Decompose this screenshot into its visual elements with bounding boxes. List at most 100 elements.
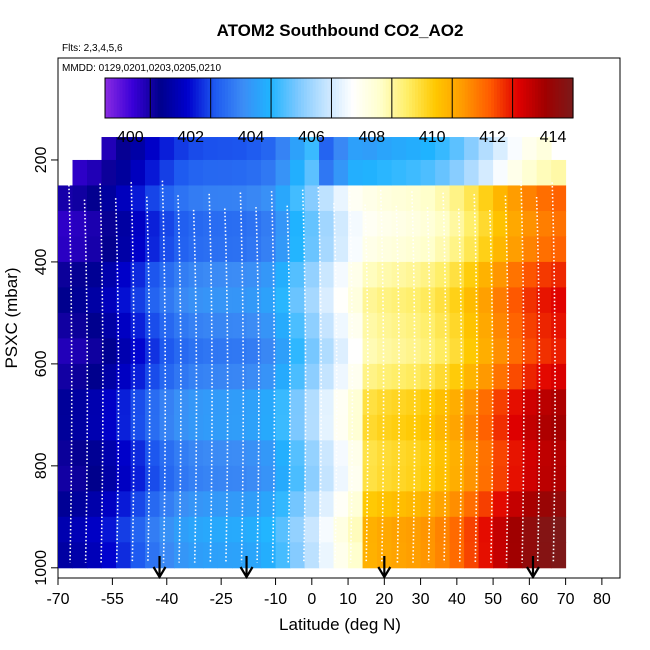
colorbar-segment [464, 78, 469, 118]
heatmap-cell [261, 261, 277, 288]
heatmap-cell [116, 363, 132, 390]
heatmap-cell [362, 440, 378, 467]
heatmap-cell [493, 389, 509, 416]
colorbar-segment [189, 78, 194, 118]
heatmap-cell [406, 210, 422, 237]
colorbar-segment [157, 78, 162, 118]
heatmap-cell [551, 312, 567, 339]
heatmap-cell [145, 312, 161, 339]
heatmap-cell [232, 491, 248, 518]
heatmap-cell [145, 287, 161, 314]
heatmap-cell [478, 137, 494, 164]
heatmap-cell [420, 491, 436, 518]
heatmap-cell [275, 137, 291, 164]
heatmap-cell [406, 185, 422, 212]
colorbar-segment [347, 78, 352, 118]
heatmap-cell [420, 210, 436, 237]
colorbar-tick-label: 408 [358, 129, 385, 146]
colorbar-segment [432, 78, 437, 118]
colorbar-segment [505, 78, 510, 118]
heatmap-cell [101, 137, 117, 164]
heatmap-cell [72, 542, 88, 569]
heatmap-cell [304, 159, 320, 186]
heatmap-cell [87, 338, 103, 365]
location-arrow [377, 556, 392, 580]
colorbar-segment [330, 78, 334, 118]
heatmap-cell [87, 491, 103, 518]
heatmap-cell [348, 137, 364, 164]
heatmap-cell [261, 210, 277, 237]
heatmap-cell [362, 210, 378, 237]
heatmap-cell [275, 465, 291, 492]
heatmap-cell [449, 516, 465, 543]
heatmap-cell [319, 185, 335, 212]
heatmap-cell [159, 261, 175, 288]
heatmap-cell [246, 414, 262, 441]
heatmap-cell [348, 261, 364, 288]
heatmap-cell [420, 137, 436, 164]
heatmap-cell [420, 389, 436, 416]
heatmap-cell [551, 261, 567, 288]
heatmap-cell [507, 542, 523, 569]
colorbar-segment [195, 78, 200, 118]
heatmap-cell [319, 491, 335, 518]
colorbar-segment [303, 78, 308, 118]
heatmap-cell [130, 159, 146, 186]
heatmap-cell [536, 137, 552, 164]
colorbar-segment [260, 78, 264, 118]
colorbar-segment [435, 78, 440, 118]
x-tick-label: 20 [375, 591, 393, 608]
x-tick-label: -55 [101, 591, 124, 608]
x-tick-label: -10 [264, 591, 287, 608]
heatmap-cell [362, 159, 378, 186]
heatmap-cell [319, 414, 335, 441]
heatmap-cell [58, 516, 73, 543]
heatmap-cell [58, 312, 73, 339]
colorbar-segment [125, 78, 129, 118]
heatmap-cell [58, 440, 73, 467]
x-tick-label: 60 [520, 591, 538, 608]
colorbar-segment [286, 78, 290, 118]
colorbar-segment [268, 78, 273, 118]
heatmap-cell [319, 363, 335, 390]
arrow-layer [152, 556, 540, 580]
heatmap-cell [449, 389, 465, 416]
colorbar-segment [552, 78, 557, 118]
heatmap-cell [319, 137, 335, 164]
colorbar-segment [248, 78, 252, 118]
heatmap-cell [391, 312, 407, 339]
heatmap-cell [406, 414, 422, 441]
heatmap-cell [362, 542, 378, 569]
heatmap-cell [174, 414, 190, 441]
heatmap-cell [464, 491, 480, 518]
colorbar-tick-label: 404 [238, 129, 265, 146]
heatmap-cell [203, 137, 219, 164]
heatmap-cell [145, 516, 161, 543]
y-tick-label: 400 [33, 248, 50, 275]
colorbar-segment [420, 78, 425, 118]
x-tick-label: 0 [307, 591, 316, 608]
heatmap-cell [290, 236, 306, 263]
heatmap-cell [362, 363, 378, 390]
heatmap-cell [159, 137, 175, 164]
heatmap-cell [159, 210, 175, 237]
heatmap-cell [87, 414, 103, 441]
heatmap-cell [159, 159, 175, 186]
heatmap-cell [203, 312, 219, 339]
heatmap-cell [377, 516, 393, 543]
heatmap-cell [130, 287, 146, 314]
heatmap-cell [522, 312, 538, 339]
colorbar-segment [151, 78, 156, 118]
heatmap-cell [333, 185, 349, 212]
heatmap-cell [362, 491, 378, 518]
colorbar-segment [415, 78, 419, 118]
heatmap-cell [232, 185, 248, 212]
heatmap-cell [203, 287, 219, 314]
heatmap-cell [217, 389, 233, 416]
colorbar-segment [467, 78, 472, 118]
heatmap-cell [362, 137, 378, 164]
colorbar-segment [476, 78, 480, 118]
colorbar-segment [523, 78, 527, 118]
heatmap-cell [348, 287, 364, 314]
heatmap-cell [319, 236, 335, 263]
